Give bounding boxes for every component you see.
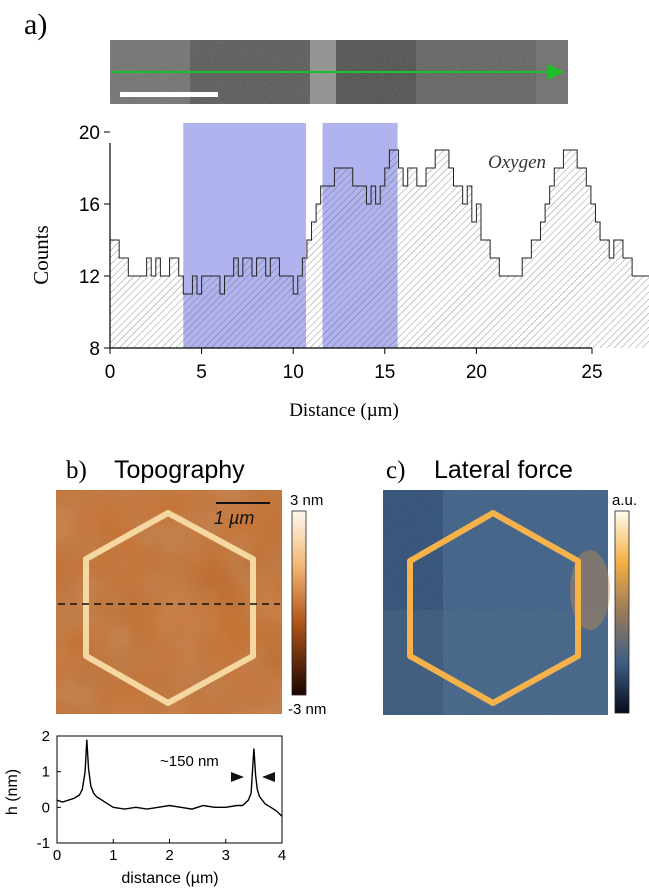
- colorbar-max-label: 3 nm: [290, 492, 323, 509]
- right-arrow-marker: [262, 772, 275, 782]
- x-tick-label: 20: [466, 362, 487, 383]
- oxygen-counts-chart: 0 5 10 15 20 25 8 12 16 20: [79, 123, 649, 383]
- y-tick-label: 8: [89, 339, 100, 360]
- profile-y-label: h (nm): [4, 769, 21, 815]
- x-tick-label: 10: [283, 362, 304, 383]
- profile-y-tick-label: 1: [42, 764, 50, 781]
- counts-area: [110, 150, 649, 348]
- profile-y-tick-label: 0: [42, 799, 50, 816]
- x-tick-label: 25: [581, 362, 602, 383]
- hexagon-outline: [83, 510, 256, 706]
- profile-y-tick-label: 2: [42, 728, 50, 745]
- panel-b-label: b): [66, 457, 87, 484]
- topography-colorbar: [291, 510, 307, 696]
- panel-a-label: a): [24, 8, 47, 41]
- colorbar-min-label: -3 nm: [288, 701, 326, 718]
- y-tick-label: 12: [79, 267, 100, 288]
- profile-x-tick-label: 3: [222, 847, 230, 864]
- profile-x-tick-label: 1: [109, 847, 117, 864]
- profile-x-label: distance (µm): [121, 870, 218, 887]
- topography-image: 1 µm: [56, 490, 282, 714]
- profile-x-tick-label: 0: [53, 847, 61, 864]
- hexagon-outline-lateral: [407, 510, 581, 706]
- panel-c-label: c): [386, 457, 405, 484]
- counts-step-line: [110, 149, 649, 295]
- y-tick-label: 16: [79, 195, 100, 216]
- profile-line: [56, 739, 283, 817]
- x-tick-label: 0: [105, 362, 116, 383]
- y-axis-label: Counts: [29, 225, 53, 285]
- scale-bar: [120, 92, 218, 97]
- chart-annotation-oxygen: Oxygen: [488, 152, 546, 173]
- profile-x-tick-label: 4: [278, 847, 286, 864]
- profile-x-tick-label: 2: [165, 847, 173, 864]
- x-tick-label: 15: [374, 362, 395, 383]
- scale-bar-label: 1 µm: [214, 508, 254, 528]
- topography-title: Topography: [114, 456, 245, 484]
- profile-annotation: ~150 nm: [160, 753, 219, 770]
- x-axis-label: Distance (µm): [289, 400, 399, 421]
- colorbar-max-label-lateral: a.u.: [612, 492, 637, 509]
- lateral-force-title: Lateral force: [434, 456, 573, 484]
- y-tick-label: 20: [79, 123, 100, 144]
- left-arrow-marker: [231, 772, 244, 782]
- x-tick-label: 5: [196, 362, 207, 383]
- lateral-colorbar: [614, 510, 630, 714]
- lateral-force-image: [383, 490, 610, 715]
- profile-y-tick-label: -1: [37, 835, 50, 852]
